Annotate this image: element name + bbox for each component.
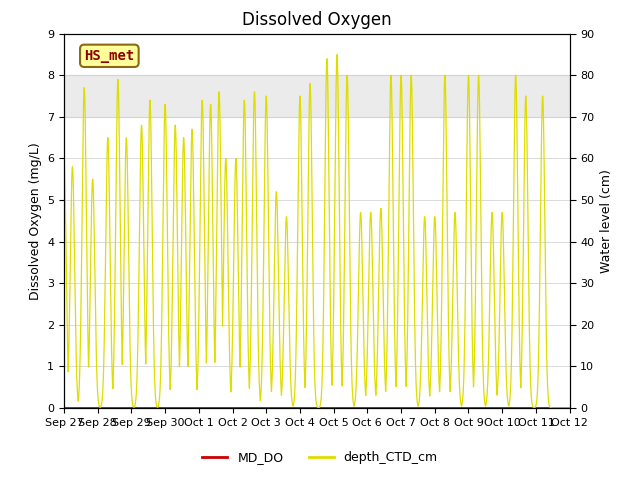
Legend: MD_DO, depth_CTD_cm: MD_DO, depth_CTD_cm [197,446,443,469]
Y-axis label: Water level (cm): Water level (cm) [600,169,612,273]
Text: HS_met: HS_met [84,49,134,63]
Bar [64,75,570,117]
Title: Dissolved Oxygen: Dissolved Oxygen [242,11,392,29]
Y-axis label: Dissolved Oxygen (mg/L): Dissolved Oxygen (mg/L) [29,142,42,300]
